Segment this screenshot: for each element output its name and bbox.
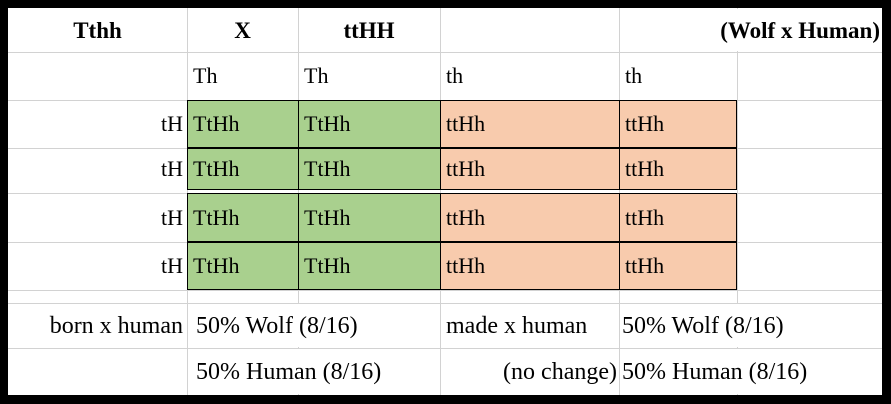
punnett-cell-r2c1[interactable]: TtHh (193, 156, 240, 181)
gridline-horizontal (8, 348, 882, 349)
summary-right-label[interactable]: made x human (446, 312, 588, 339)
gridline-vertical (737, 8, 738, 395)
punnett-fill (298, 100, 441, 148)
gridline-horizontal (8, 303, 882, 304)
col-gamete-4[interactable]: th (625, 63, 643, 88)
gridline-horizontal (8, 290, 882, 291)
header-cell-parent1[interactable]: Tthh (73, 17, 122, 43)
summary-left-label[interactable]: born x human (49, 312, 183, 339)
punnett-fill (187, 100, 299, 148)
row-gamete-1[interactable]: tH (161, 111, 183, 136)
punnett-cell-r3c1[interactable]: TtHh (193, 204, 240, 230)
punnett-fill (298, 148, 441, 190)
punnett-fill (440, 193, 620, 242)
summary-right-note[interactable]: (no change) (503, 358, 617, 385)
punnett-cell-r4c3[interactable]: ttHh (446, 253, 486, 278)
summary-left-human[interactable]: 50% Human (8/16) (190, 349, 390, 394)
punnett-fill (298, 242, 441, 290)
summary-right-human[interactable]: 50% Human (8/16) (620, 349, 816, 394)
punnett-fill (619, 100, 737, 148)
summary-right-wolf[interactable]: 50% Wolf (8/16) (620, 304, 792, 347)
punnett-fill (187, 242, 299, 290)
gridline-horizontal (8, 52, 882, 53)
punnett-fill (619, 148, 737, 190)
punnett-cell-r1c1[interactable]: TtHh (193, 111, 240, 136)
punnett-cell-r1c4[interactable]: ttHh (625, 111, 665, 136)
punnett-cell-r1c3[interactable]: ttHh (446, 111, 486, 136)
header-cell-cross-note[interactable]: (Wolf x Human) (621, 9, 881, 51)
sheet-area: Tthh X ttHH (Wolf x Human) Th Th th th t… (8, 8, 882, 395)
col-gamete-1[interactable]: Th (193, 63, 218, 88)
punnett-fill (440, 100, 620, 148)
punnett-cell-r4c1[interactable]: TtHh (193, 253, 240, 278)
punnett-cell-r4c4[interactable]: ttHh (625, 253, 665, 278)
punnett-fill (298, 193, 441, 242)
punnett-cell-r2c3[interactable]: ttHh (446, 156, 486, 181)
summary-left-wolf[interactable]: 50% Wolf (8/16) (190, 304, 366, 347)
punnett-fill (187, 148, 299, 190)
row-gamete-4[interactable]: tH (161, 253, 183, 278)
col-gamete-3[interactable]: th (446, 63, 464, 88)
punnett-cell-r4c2[interactable]: TtHh (304, 253, 351, 278)
row-gamete-2[interactable]: tH (161, 156, 183, 181)
punnett-fill (187, 193, 299, 242)
punnett-fill (619, 193, 737, 242)
punnett-cell-r1c2[interactable]: TtHh (304, 111, 351, 136)
punnett-cell-r2c4[interactable]: ttHh (625, 156, 665, 181)
punnett-fill (440, 148, 620, 190)
punnett-fill (619, 242, 737, 290)
header-cell-cross[interactable]: X (234, 17, 251, 43)
punnett-cell-r2c2[interactable]: TtHh (304, 156, 351, 181)
col-gamete-2[interactable]: Th (304, 63, 329, 88)
punnett-cell-r3c4[interactable]: ttHh (625, 204, 665, 230)
row-gamete-3[interactable]: tH (161, 204, 183, 230)
punnett-cell-r3c2[interactable]: TtHh (304, 204, 351, 230)
header-cell-parent2[interactable]: ttHH (343, 17, 395, 43)
punnett-cell-r3c3[interactable]: ttHh (446, 204, 486, 230)
